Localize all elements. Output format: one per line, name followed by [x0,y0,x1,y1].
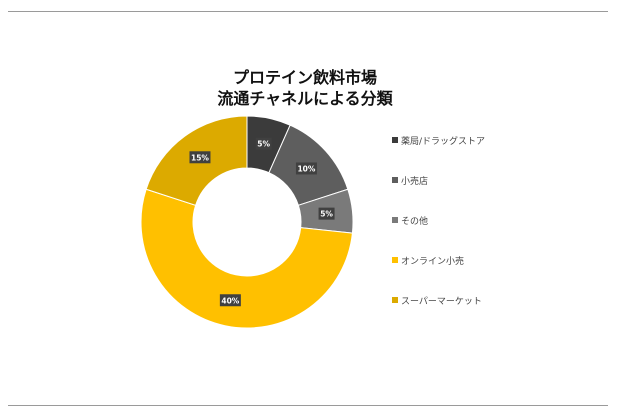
legend-swatch [392,257,398,263]
legend-swatch [392,177,398,183]
slice-label-1: 5% [255,137,272,150]
legend-item-3: その他 [392,213,485,227]
slice-label-2: 10% [295,162,317,175]
legend-label: その他 [401,216,429,227]
legend-item-5: スーパーマーケット [392,293,485,307]
legend-label: 小売店 [401,176,429,187]
svg-text:5%: 5% [257,140,270,149]
slice-label-4: 40% [219,294,241,307]
legend-item-4: オンライン小売 [392,253,485,267]
donut-slice-4 [140,188,353,329]
svg-text:10%: 10% [297,164,315,173]
legend-swatch [392,137,398,143]
legend-label: 薬局/ドラッグストア [401,136,486,147]
legend-swatch [392,297,398,303]
slice-label-5: 15% [189,151,211,164]
chart-title-line-1: プロテイン飲料市場 [232,68,377,87]
legend-label: スーパーマーケット [401,296,482,307]
legend-item-2: 小売店 [392,173,485,187]
chart-legend: 薬局/ドラッグストア 小売店その他オンライン小売スーパーマーケット [392,133,485,333]
svg-text:5%: 5% [320,210,333,219]
svg-text:15%: 15% [191,153,209,162]
svg-text:40%: 40% [221,296,239,305]
legend-label: オンライン小売 [401,256,465,267]
legend-item-1: 薬局/ドラッグストア [392,133,485,147]
chart-title-line-2: 流通チャネルによる分類 [217,89,393,108]
chart-title: プロテイン飲料市場 流通チャネルによる分類 [140,67,470,109]
top-divider [8,11,608,12]
legend-swatch [392,217,398,223]
slice-label-3: 5% [318,207,335,220]
bottom-divider [8,405,608,406]
